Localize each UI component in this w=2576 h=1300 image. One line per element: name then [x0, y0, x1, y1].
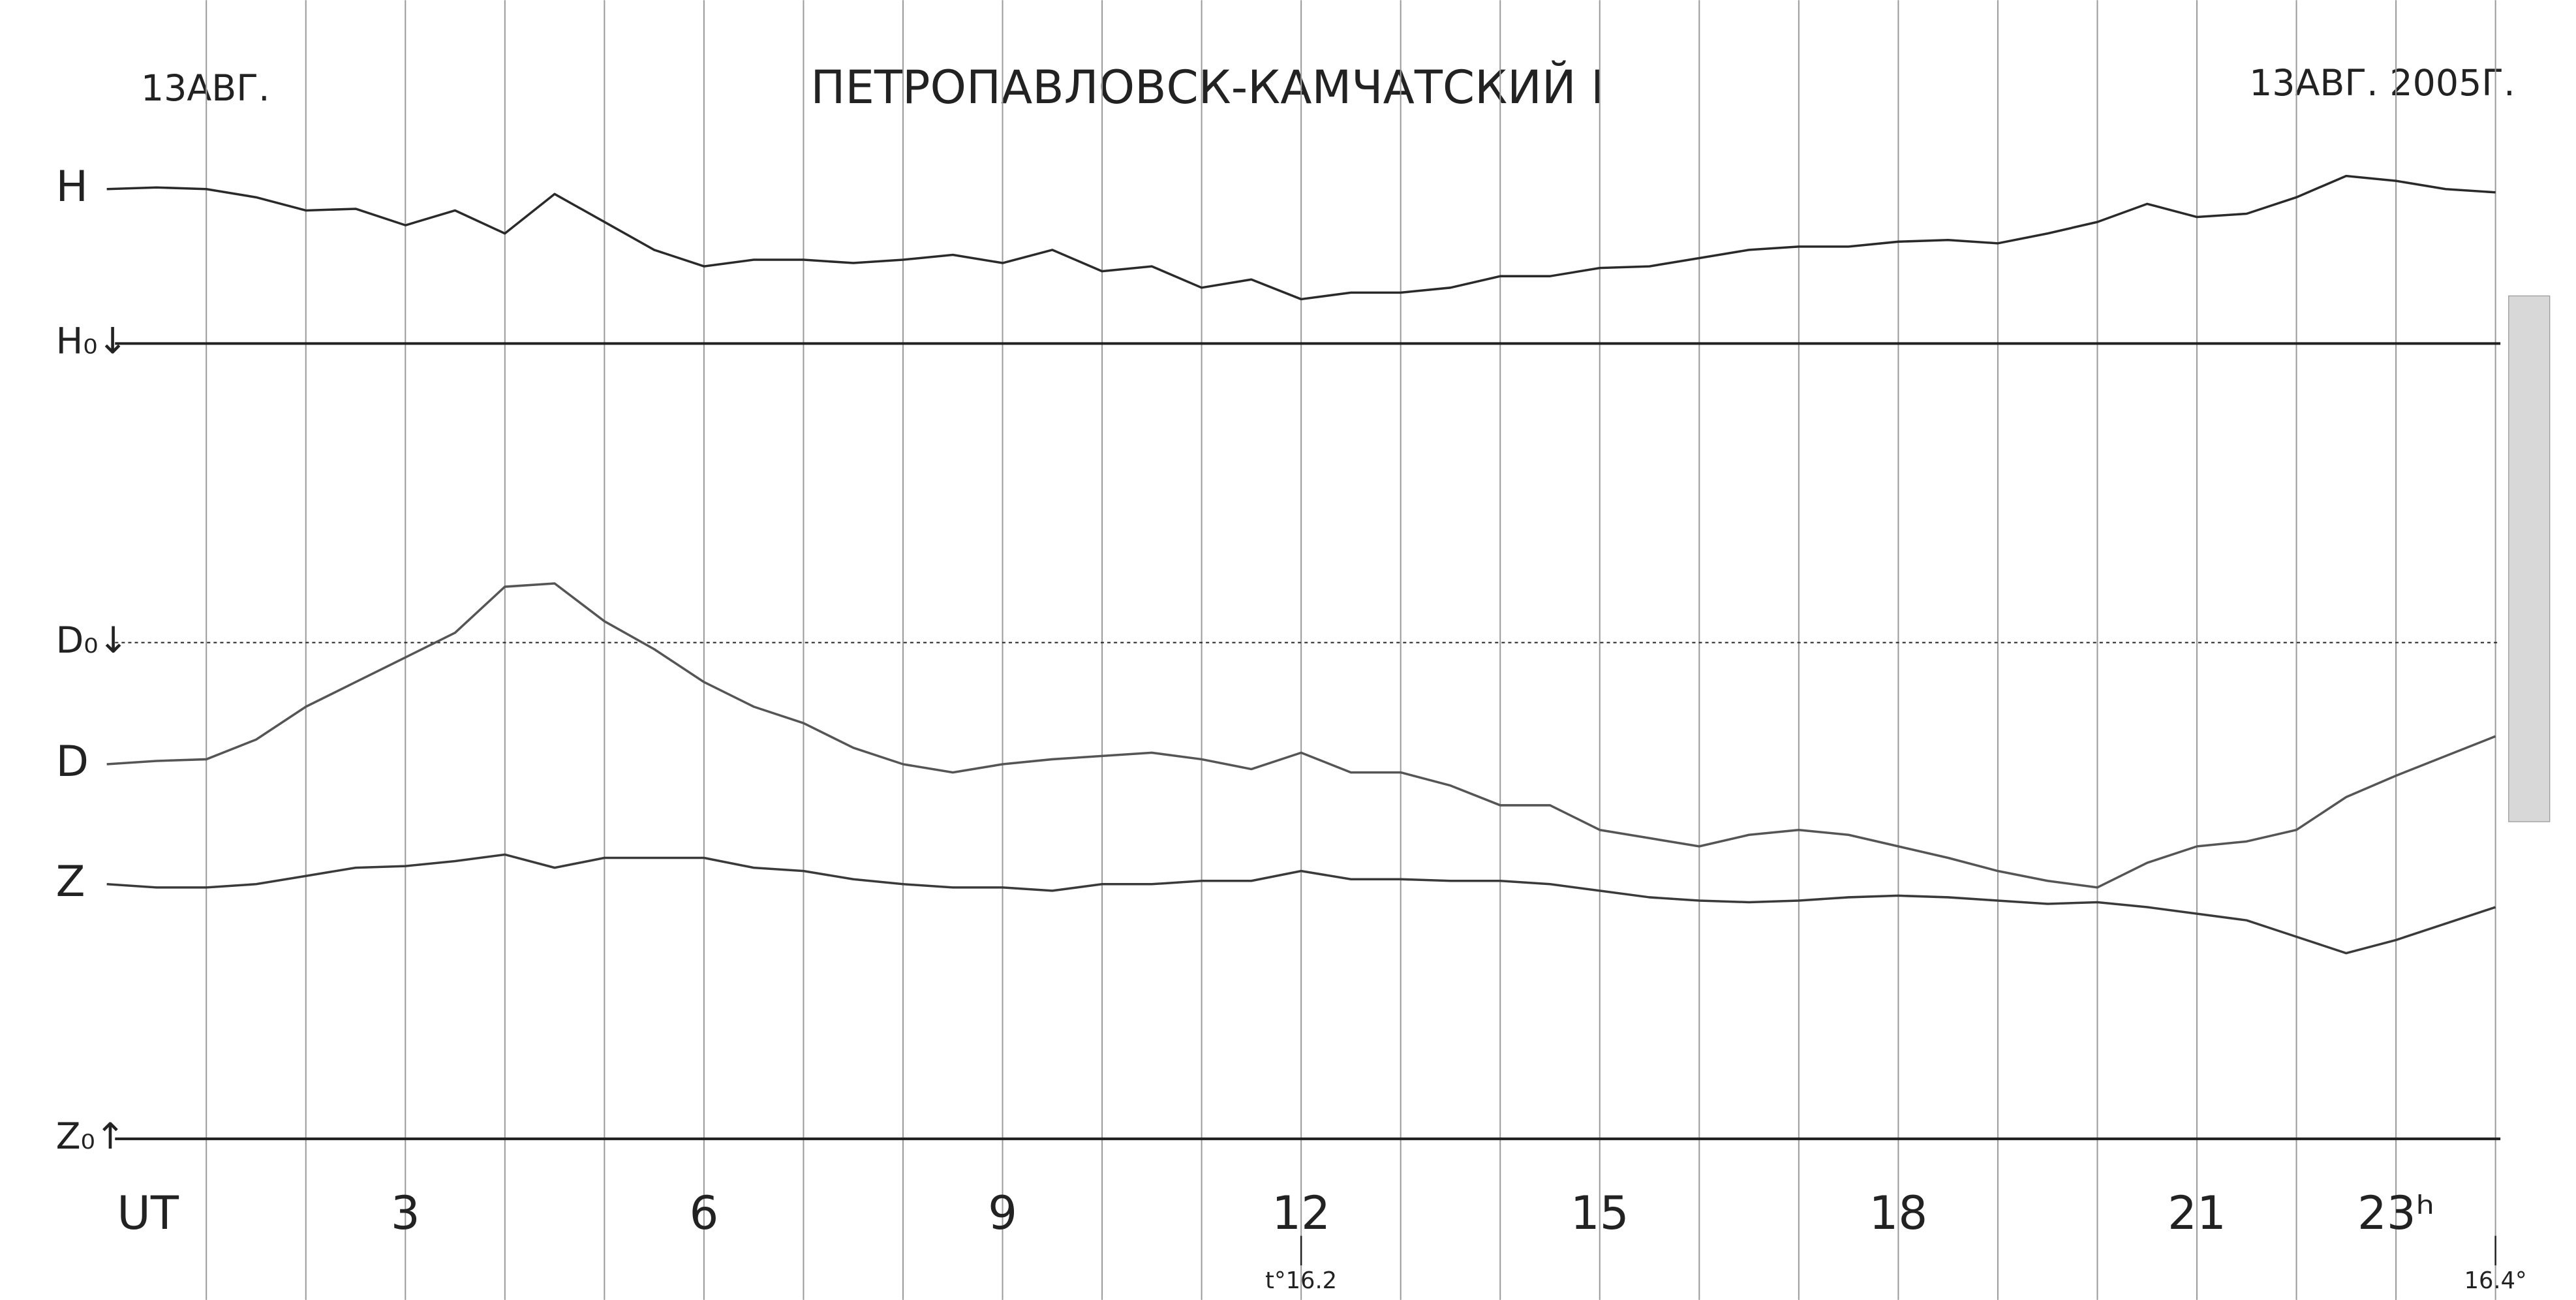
annotation: t°16.2 — [1265, 1267, 1337, 1294]
baseline-label: H₀↓ — [56, 321, 128, 363]
trace — [106, 582, 2496, 889]
date-left: 13АВГ. — [141, 68, 270, 110]
scale-strip — [2508, 295, 2551, 822]
baseline-label: D₀↓ — [56, 620, 129, 662]
x-tick-label: 3 — [391, 1186, 420, 1240]
series-label: H — [56, 162, 88, 211]
annotation: 16.4° — [2464, 1267, 2527, 1294]
date-right: 13АВГ. 2005Г. — [2249, 63, 2515, 104]
chart-title: ПЕТРОПАВЛОВСК-КАМЧАТСКИЙ I — [810, 59, 1604, 114]
x-tick-label: UT — [117, 1186, 179, 1240]
x-tick-label: 23ʰ — [2357, 1186, 2434, 1240]
x-tick-label: 18 — [1869, 1186, 1928, 1240]
series-label: D — [56, 737, 89, 786]
x-tick-label: 12 — [1272, 1186, 1330, 1240]
trace — [106, 174, 2496, 301]
x-tick-label: 21 — [2168, 1186, 2226, 1240]
x-tick-label: 15 — [1571, 1186, 1629, 1240]
baseline-label: Z₀↑ — [56, 1116, 126, 1158]
calibration-strip — [2508, 295, 2551, 822]
trace — [106, 853, 2496, 955]
x-tick-label: 9 — [988, 1186, 1017, 1240]
x-tick-label: 6 — [689, 1186, 718, 1240]
series-label: Z — [56, 857, 85, 906]
